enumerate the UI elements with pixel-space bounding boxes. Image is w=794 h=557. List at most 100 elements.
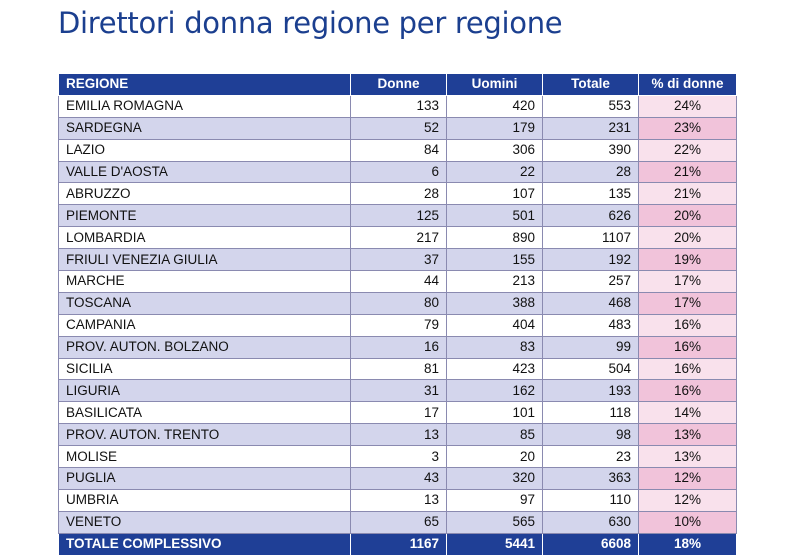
- cell-total: 1107: [542, 226, 639, 250]
- cell-pct-women: 12%: [638, 467, 737, 490]
- header-women: Donne: [350, 73, 447, 96]
- cell-region: LIGURIA: [58, 379, 351, 403]
- cell-men: 565: [446, 510, 543, 534]
- cell-pct-women: 13%: [638, 445, 737, 469]
- cell-women: 79: [350, 313, 447, 337]
- table-row: SICILIA 81 423 504 16%: [58, 357, 737, 381]
- cell-total: 553: [542, 94, 639, 118]
- cell-women: 52: [350, 116, 447, 140]
- cell-women: 43: [350, 467, 447, 490]
- table-row: VALLE D'AOSTA 6 22 28 21%: [58, 160, 737, 184]
- cell-pct-women: 22%: [638, 138, 737, 162]
- cell-region: VENETO: [58, 510, 351, 534]
- cell-men: 155: [446, 248, 543, 272]
- cell-region: ABRUZZO: [58, 182, 351, 206]
- table-header-row: REGIONE Donne Uomini Totale % di donne: [58, 73, 737, 96]
- cell-total: 23: [542, 445, 639, 469]
- table-row: PROV. AUTON. TRENTO 13 85 98 13%: [58, 423, 737, 447]
- cell-men: 162: [446, 379, 543, 403]
- table-row: UMBRIA 13 97 110 12%: [58, 488, 737, 512]
- total-row: TOTALE COMPLESSIVO 1167 5441 6608 18%: [58, 532, 737, 556]
- cell-total: 468: [542, 291, 639, 315]
- cell-men: 22: [446, 160, 543, 184]
- cell-total: 193: [542, 379, 639, 403]
- table-row: LIGURIA 31 162 193 16%: [58, 379, 737, 403]
- cell-region: UMBRIA: [58, 488, 351, 512]
- cell-pct-women: 10%: [638, 510, 737, 534]
- cell-pct-women: 21%: [638, 160, 737, 184]
- table-row: SARDEGNA 52 179 231 23%: [58, 116, 737, 140]
- regions-table: REGIONE Donne Uomini Totale % di donne E…: [58, 73, 737, 556]
- cell-women: 44: [350, 270, 447, 293]
- cell-region: PIEMONTE: [58, 204, 351, 228]
- cell-men: 388: [446, 291, 543, 315]
- cell-total: 390: [542, 138, 639, 162]
- total-women: 1167: [350, 532, 447, 556]
- cell-pct-women: 20%: [638, 226, 737, 250]
- cell-women: 125: [350, 204, 447, 228]
- cell-pct-women: 23%: [638, 116, 737, 140]
- table-body: EMILIA ROMAGNA 133 420 553 24% SARDEGNA 52 179 2…: [58, 94, 737, 534]
- total-label: TOTALE COMPLESSIVO: [58, 532, 351, 556]
- cell-region: LOMBARDIA: [58, 226, 351, 250]
- cell-pct-women: 19%: [638, 248, 737, 272]
- cell-total: 28: [542, 160, 639, 184]
- cell-total: 483: [542, 313, 639, 337]
- table-row: ABRUZZO 28 107 135 21%: [58, 182, 737, 206]
- cell-pct-women: 12%: [638, 488, 737, 512]
- cell-pct-women: 13%: [638, 423, 737, 447]
- cell-total: 231: [542, 116, 639, 140]
- cell-women: 16: [350, 335, 447, 359]
- cell-men: 20: [446, 445, 543, 469]
- cell-region: BASILICATA: [58, 401, 351, 425]
- cell-women: 133: [350, 94, 447, 118]
- cell-women: 13: [350, 423, 447, 447]
- cell-region: LAZIO: [58, 138, 351, 162]
- cell-total: 99: [542, 335, 639, 359]
- table-row: PROV. AUTON. BOLZANO 16 83 99 16%: [58, 335, 737, 359]
- cell-men: 320: [446, 467, 543, 490]
- header-region: REGIONE: [58, 73, 351, 96]
- cell-total: 118: [542, 401, 639, 425]
- cell-men: 107: [446, 182, 543, 206]
- cell-region: MARCHE: [58, 270, 351, 293]
- table-row: PUGLIA 43 320 363 12%: [58, 467, 737, 490]
- cell-region: CAMPANIA: [58, 313, 351, 337]
- cell-women: 13: [350, 488, 447, 512]
- cell-men: 97: [446, 488, 543, 512]
- cell-region: PUGLIA: [58, 467, 351, 490]
- cell-pct-women: 21%: [638, 182, 737, 206]
- table-row: VENETO 65 565 630 10%: [58, 510, 737, 534]
- cell-women: 6: [350, 160, 447, 184]
- cell-women: 80: [350, 291, 447, 315]
- cell-men: 101: [446, 401, 543, 425]
- cell-women: 217: [350, 226, 447, 250]
- cell-total: 626: [542, 204, 639, 228]
- cell-women: 65: [350, 510, 447, 534]
- table-row: BASILICATA 17 101 118 14%: [58, 401, 737, 425]
- page-title: Direttori donna regione per regione: [58, 6, 563, 40]
- cell-pct-women: 17%: [638, 291, 737, 315]
- cell-region: TOSCANA: [58, 291, 351, 315]
- cell-region: MOLISE: [58, 445, 351, 469]
- cell-men: 85: [446, 423, 543, 447]
- cell-region: VALLE D'AOSTA: [58, 160, 351, 184]
- cell-women: 31: [350, 379, 447, 403]
- cell-total: 363: [542, 467, 639, 490]
- total-pct-women: 18%: [638, 532, 737, 556]
- cell-region: EMILIA ROMAGNA: [58, 94, 351, 118]
- cell-total: 135: [542, 182, 639, 206]
- cell-total: 257: [542, 270, 639, 293]
- table-row: EMILIA ROMAGNA 133 420 553 24%: [58, 94, 737, 118]
- table-row: LAZIO 84 306 390 22%: [58, 138, 737, 162]
- cell-pct-women: 17%: [638, 270, 737, 293]
- total-men: 5441: [446, 532, 543, 556]
- cell-men: 420: [446, 94, 543, 118]
- table-row: LOMBARDIA 217 890 1107 20%: [58, 226, 737, 250]
- cell-women: 84: [350, 138, 447, 162]
- cell-women: 37: [350, 248, 447, 272]
- table-row: MARCHE 44 213 257 17%: [58, 270, 737, 293]
- cell-pct-women: 16%: [638, 357, 737, 381]
- cell-men: 306: [446, 138, 543, 162]
- cell-women: 81: [350, 357, 447, 381]
